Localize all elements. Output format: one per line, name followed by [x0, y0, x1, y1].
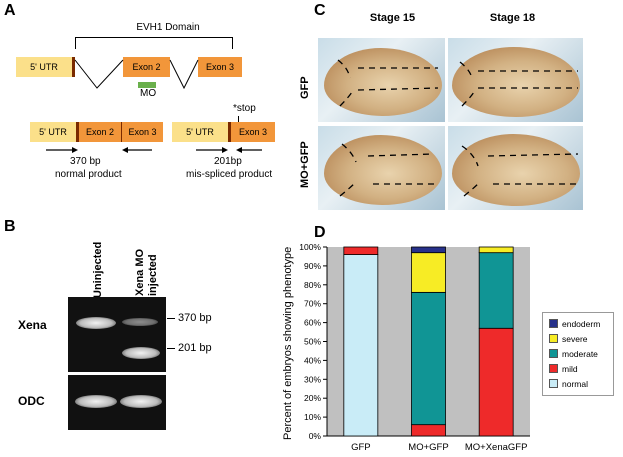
exon2-box-normal: Exon 2 [79, 122, 121, 142]
legend-label: severe [562, 333, 588, 344]
band-odc-uninjected [75, 395, 117, 408]
y-tick-label: 0% [309, 431, 322, 441]
y-tick-label: 90% [304, 261, 321, 271]
embryo-body [324, 48, 442, 116]
x-tick-label: MO+XenaGFP [465, 442, 528, 453]
splice-lines [74, 59, 199, 90]
y-tick-label: 50% [304, 337, 321, 347]
band-odc-mo [120, 395, 162, 408]
legend-label: moderate [562, 348, 598, 359]
embryo-outline-marks [461, 145, 579, 197]
embryo-gfp-stage18 [448, 38, 583, 122]
primer-arrows-normal [46, 147, 152, 153]
stage15-header: Stage 15 [369, 12, 416, 24]
embryo-outline-marks [459, 61, 578, 107]
utr-box-mis: 5' UTR [172, 122, 228, 142]
legend-item-severe: severe [549, 331, 613, 346]
exon2-box-genomic: Exon 2 [123, 57, 170, 77]
exon3-box-genomic: Exon 3 [198, 57, 242, 77]
stop-label: *stop [233, 103, 256, 114]
bar-segment-endoderm [411, 246, 446, 254]
marker-370-label: 370 bp [178, 312, 212, 324]
legend-label: endoderm [562, 318, 601, 329]
exon1-mark-mis [228, 122, 231, 142]
legend-items: endoderm severe moderate mild normal [543, 313, 613, 391]
exon3-box-normal: Exon 3 [122, 122, 163, 142]
bar-segment-severe [478, 246, 514, 254]
legend-label: mild [562, 363, 578, 374]
marker-370-tick [167, 318, 175, 319]
legend-label: normal [562, 378, 588, 389]
bar-segment-mild [478, 327, 514, 437]
marker-201-label: 201 bp [178, 342, 212, 354]
gel-xena [68, 297, 166, 372]
x-tick-label: MO+GFP [408, 442, 448, 453]
embryo-outline-marks [339, 143, 436, 197]
panel-letter-c: C [314, 2, 326, 19]
evh1-domain-label: EVH1 Domain [136, 22, 200, 33]
utr-box-genomic: 5' UTR [16, 57, 72, 77]
mo-bar [138, 82, 156, 88]
exon1-mark [72, 57, 75, 77]
embryo-mo-stage15 [318, 126, 445, 210]
embryo-body [452, 47, 580, 117]
band-xena-uninjected-370 [76, 317, 116, 329]
band-xena-mo-370 [122, 318, 158, 326]
row-label-xena: Xena [18, 318, 47, 332]
bar-segment-normal [343, 254, 379, 437]
panel-letter-b: B [4, 218, 16, 235]
primer-arrows-mis [196, 147, 262, 153]
embryo-mo-stage18 [448, 126, 583, 210]
exon3-box-mis: Exon 3 [231, 122, 275, 142]
legend-item-endoderm: endoderm [549, 316, 613, 331]
y-tick-label: 10% [304, 412, 321, 422]
stage18-header: Stage 18 [489, 12, 536, 24]
row-label-odc: ODC [18, 394, 45, 408]
domain-bracket-left [75, 37, 76, 49]
embryo-gfp-stage15 [318, 38, 445, 122]
legend-swatch [549, 349, 558, 358]
embryo-outline-marks [337, 59, 439, 107]
domain-bracket-right [232, 37, 233, 49]
y-tick-label: 100% [299, 242, 321, 252]
legend-swatch [549, 319, 558, 328]
x-tick-label: GFP [351, 442, 371, 453]
band-xena-mo-201 [122, 347, 160, 359]
bar-segment-severe [411, 252, 446, 293]
bar-segment-mild [343, 246, 379, 255]
bar-segment-moderate [478, 252, 514, 329]
legend-item-normal: normal [549, 376, 613, 391]
y-tick-label: 70% [304, 299, 321, 309]
embryo-body [452, 134, 580, 206]
utr-box-normal: 5' UTR [30, 122, 76, 142]
normal-caption: normal product [55, 169, 122, 180]
bar-segment-mild [411, 424, 446, 437]
y-tick-label: 40% [304, 355, 321, 365]
mis-bp-label: 201bp [214, 156, 242, 167]
y-tick-label: 80% [304, 280, 321, 290]
stop-tick [238, 116, 239, 122]
y-tick-label: 20% [304, 393, 321, 403]
marker-201-tick [167, 348, 175, 349]
legend-item-mild: mild [549, 361, 613, 376]
exon-junction [121, 122, 122, 142]
panel-letter-a: A [4, 2, 16, 19]
mis-caption: mis-spliced product [186, 169, 273, 180]
normal-bp-label: 370 bp [70, 156, 101, 167]
chart-legend: endoderm severe moderate mild normal [542, 312, 614, 396]
panel-letter-d: D [314, 224, 326, 241]
gel-odc [68, 375, 166, 430]
legend-item-moderate: moderate [549, 346, 613, 361]
mo-label: MO [140, 88, 157, 99]
legend-swatch [549, 364, 558, 373]
bar-segment-moderate [411, 291, 446, 426]
y-tick-label: 30% [304, 374, 321, 384]
domain-bracket-line [75, 37, 233, 38]
legend-swatch [549, 379, 558, 388]
exon1-mark-normal [76, 122, 79, 142]
legend-swatch [549, 334, 558, 343]
y-tick-label: 60% [304, 318, 321, 328]
